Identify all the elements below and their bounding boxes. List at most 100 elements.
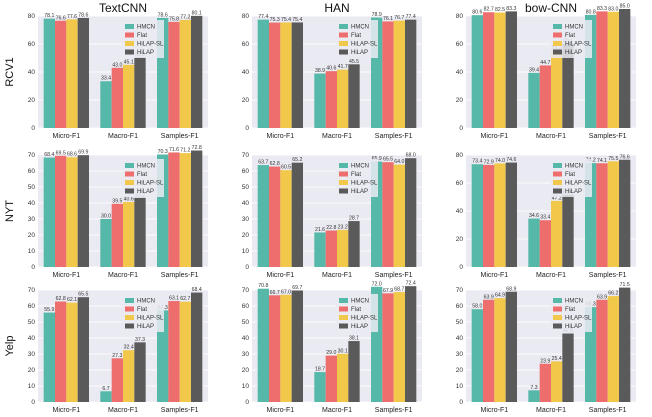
bar-value-label: 71.6 [169, 147, 179, 153]
bar [562, 43, 574, 128]
bar-value-label: 28.7 [349, 216, 359, 222]
y-tick-label: 40 [28, 69, 36, 76]
bar-value-label: 29.0 [326, 350, 336, 356]
bar [382, 293, 394, 402]
bar-value-label: 34.6 [529, 213, 539, 219]
y-tick-label: 20 [28, 232, 36, 239]
y-tick-label: 10 [242, 383, 250, 390]
bar-value-label: 74.0 [495, 158, 505, 164]
y-tick-label: 10 [28, 248, 36, 255]
y-tick-label: 60 [242, 41, 250, 48]
legend-swatch [553, 180, 562, 185]
legend-label: HMCN [137, 164, 155, 170]
y-tick-label: 20 [456, 236, 464, 243]
bar [596, 299, 608, 402]
y-tick-label: 70 [28, 287, 36, 294]
bar [528, 72, 540, 128]
bar-value-label: 44.7 [540, 60, 550, 66]
x-tick-label: Micro-F1 [53, 133, 81, 140]
bar-value-label: 30.1 [338, 348, 348, 354]
legend-label: HiLAP-SL [565, 316, 592, 322]
bar-value-label: 6.7 [102, 386, 109, 392]
legend-swatch [125, 24, 134, 29]
legend-swatch [125, 171, 134, 177]
bar-value-label: 67.0 [281, 289, 291, 295]
bar [337, 229, 349, 267]
legend-swatch [339, 306, 348, 312]
bar-value-label: 21.6 [315, 227, 325, 233]
y-tick-label: 10 [456, 383, 464, 390]
bar [551, 200, 563, 267]
bar [494, 298, 506, 402]
legend-label: HiLAP [565, 189, 582, 195]
legend-swatch [339, 163, 348, 168]
bar [325, 230, 337, 267]
bar-value-label: 68.0 [406, 153, 416, 159]
bar [619, 159, 631, 267]
bar [528, 390, 540, 402]
legend-swatch [339, 188, 348, 194]
bar-value-label: 66.7 [270, 290, 280, 296]
x-tick-label: Micro-F1 [267, 407, 295, 414]
x-tick-label: Samples-F1 [161, 272, 199, 279]
x-tick-label: Macro-F1 [108, 133, 138, 140]
bar-value-label: 72.0 [372, 281, 382, 287]
bar-value-label: 77.2 [180, 14, 190, 20]
legend-label: Flat [137, 172, 147, 178]
bar-value-label: 40.6 [326, 66, 336, 72]
bar-value-label: 78.1 [44, 13, 54, 19]
row-label: RCV1 [4, 57, 16, 86]
bar [314, 232, 326, 267]
row-label: NYT [4, 200, 16, 222]
bar [257, 165, 269, 267]
y-tick-label: 40 [242, 335, 250, 342]
bar [157, 154, 169, 267]
bar-value-label: 83.0 [608, 6, 618, 12]
bar-value-label: 82.7 [484, 7, 494, 13]
x-tick-label: Micro-F1 [53, 272, 81, 279]
legend-swatch [339, 24, 348, 29]
bar-value-label: 78.6 [78, 12, 88, 18]
bar-value-label: 45.5 [349, 59, 359, 65]
bar [66, 19, 78, 128]
y-tick-label: 70 [456, 287, 464, 294]
bar [179, 153, 191, 267]
bar-value-label: 83.3 [506, 6, 516, 12]
legend-label: HMCN [565, 164, 583, 170]
x-tick-label: Micro-F1 [481, 133, 509, 140]
bar-value-label: 75.4 [281, 17, 291, 23]
bar-value-label: 70.8 [258, 283, 268, 289]
bar [55, 301, 67, 402]
bar-value-label: 41.7 [338, 64, 348, 70]
bar [168, 301, 180, 402]
bar-value-label: 65.5 [383, 157, 393, 163]
bar-value-label: 33.4 [540, 215, 550, 221]
y-tick-label: 10 [28, 383, 36, 390]
bar [66, 302, 78, 402]
bar [471, 309, 483, 402]
x-tick-label: Micro-F1 [481, 407, 509, 414]
bar [393, 292, 405, 402]
legend-label: HMCN [351, 299, 369, 305]
bar [539, 220, 551, 267]
x-tick-label: Micro-F1 [53, 407, 81, 414]
bar-value-label: 23.9 [540, 358, 550, 364]
legend-label: HiLAP [137, 189, 154, 195]
bar-value-label: 73.4 [472, 159, 482, 165]
legend-label: HiLAP [351, 324, 368, 330]
y-tick-label: 30 [456, 351, 464, 358]
y-tick-label: 60 [242, 303, 250, 310]
x-tick-label: Samples-F1 [589, 407, 627, 414]
y-tick-label: 30 [28, 351, 36, 358]
column-title: HAN [324, 1, 349, 15]
y-tick-label: 0 [245, 399, 249, 406]
bar-value-label: 43.0 [112, 62, 122, 68]
y-tick-label: 60 [28, 168, 36, 175]
legend-swatch [125, 315, 134, 320]
legend-swatch [553, 49, 562, 55]
legend-swatch [125, 41, 134, 46]
x-tick-label: Samples-F1 [161, 133, 199, 140]
bar [505, 291, 517, 402]
bar [405, 158, 417, 267]
